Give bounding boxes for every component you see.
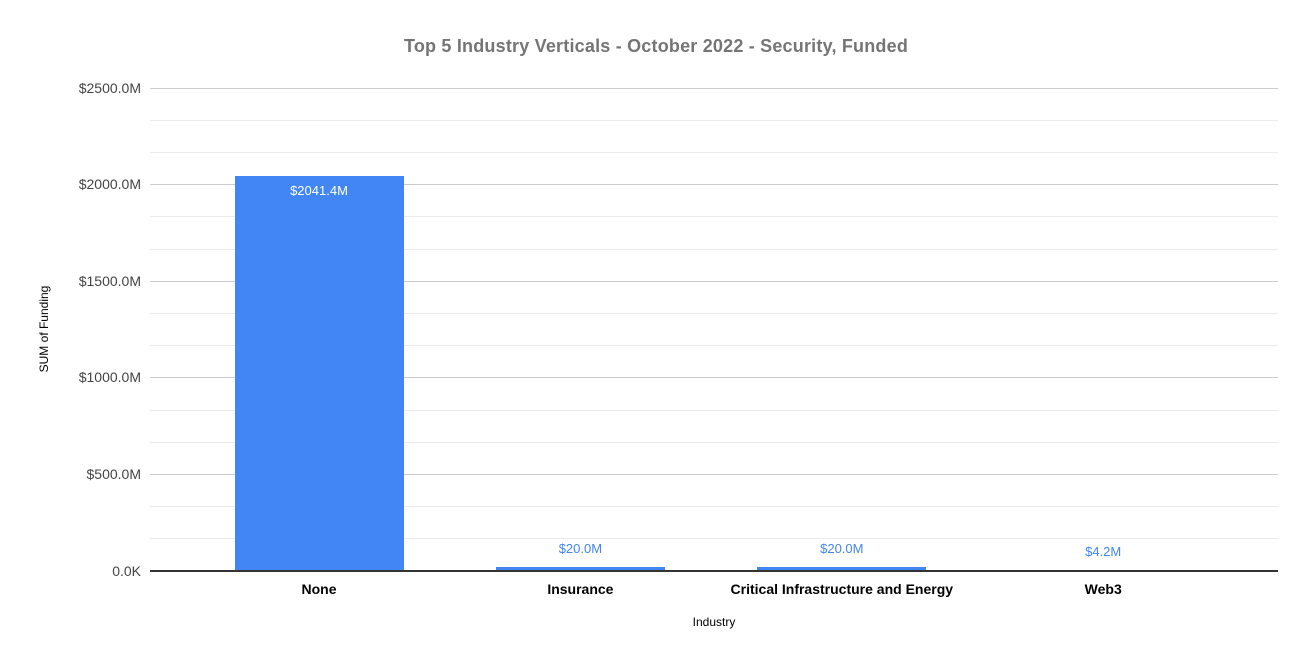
gridline-major <box>150 473 1278 475</box>
y-tick-label: $2000.0M <box>78 176 141 193</box>
y-tick-label: $2500.0M <box>78 79 141 96</box>
y-tick-label: $500.0M <box>86 465 141 482</box>
x-axis-title: Industry <box>692 615 736 629</box>
gridline-major <box>150 184 1278 186</box>
gridline-minor <box>150 409 1278 411</box>
gridline-minor <box>150 248 1278 250</box>
gridline-minor <box>150 538 1278 540</box>
y-tick-label: 0.0K <box>112 562 141 579</box>
category-label: Insurance <box>547 581 614 597</box>
bar-insurance[interactable] <box>495 566 665 571</box>
y-axis-title: SUM of Funding <box>37 285 51 373</box>
category-label: None <box>301 581 337 597</box>
gridline-minor <box>150 216 1278 218</box>
category-label: Critical Infrastructure and Energy <box>730 581 954 597</box>
gridline-minor <box>150 441 1278 443</box>
gridline-minor <box>150 312 1278 314</box>
gridline-major <box>150 377 1278 379</box>
y-tick-label: $1500.0M <box>78 272 141 289</box>
gridline-minor <box>150 506 1278 508</box>
gridline-minor <box>150 151 1278 153</box>
gridline-minor <box>150 345 1278 347</box>
chart-title: Top 5 Industry Verticals - October 2022 … <box>403 36 909 56</box>
bar-value-label: $2041.4M <box>290 183 348 199</box>
x-axis-baseline <box>150 569 1278 572</box>
gridline-major <box>150 280 1278 282</box>
bar-critical-infrastructure-and-energy[interactable] <box>757 566 927 571</box>
gridline-minor <box>150 119 1278 121</box>
bar-value-label: $4.2M <box>1085 543 1122 559</box>
y-tick-label: $1000.0M <box>78 369 141 386</box>
gridline-major <box>150 87 1278 89</box>
bar-none[interactable] <box>234 176 404 571</box>
bar-value-label: $20.0M <box>820 540 864 556</box>
category-label: Web3 <box>1084 581 1122 597</box>
bar-value-label: $20.0M <box>558 540 603 556</box>
